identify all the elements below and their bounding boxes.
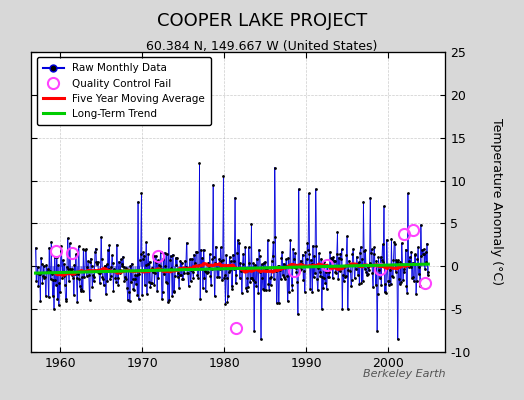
Y-axis label: Temperature Anomaly (°C): Temperature Anomaly (°C) <box>490 118 503 286</box>
Text: 60.384 N, 149.667 W (United States): 60.384 N, 149.667 W (United States) <box>146 40 378 53</box>
Legend: Raw Monthly Data, Quality Control Fail, Five Year Moving Average, Long-Term Tren: Raw Monthly Data, Quality Control Fail, … <box>37 57 211 125</box>
Text: Berkeley Earth: Berkeley Earth <box>363 369 445 379</box>
Text: COOPER LAKE PROJECT: COOPER LAKE PROJECT <box>157 12 367 30</box>
